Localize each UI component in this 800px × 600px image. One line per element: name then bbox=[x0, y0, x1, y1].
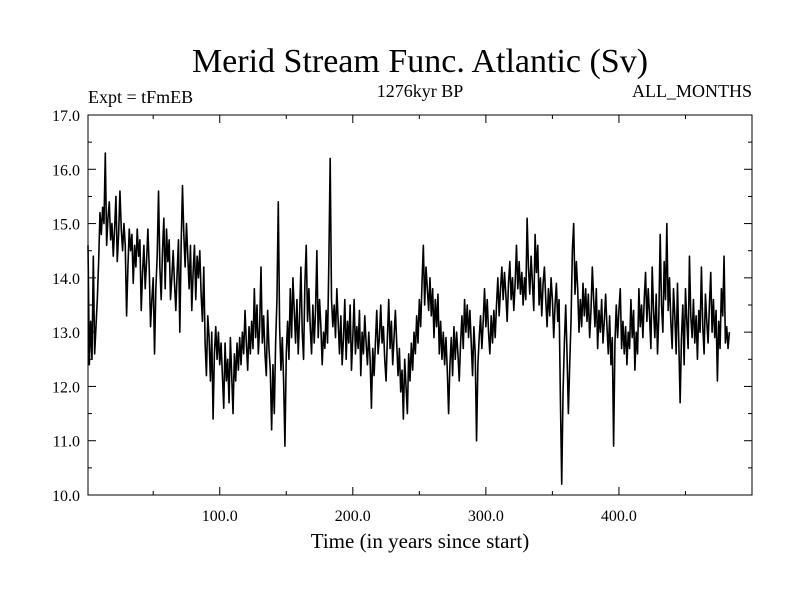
x-tick-label: 200.0 bbox=[335, 508, 371, 525]
chart-title: Merid Stream Func. Atlantic (Sv) bbox=[192, 43, 648, 80]
y-tick-label: 17.0 bbox=[52, 108, 80, 125]
y-tick-label: 13.0 bbox=[52, 325, 80, 342]
period-label: 1276kyr BP bbox=[377, 81, 464, 101]
y-tick-label: 12.0 bbox=[52, 379, 80, 396]
x-axis: 100.0 200.0 300.0 400.0 bbox=[152, 115, 686, 525]
y-tick-label: 15.0 bbox=[52, 217, 80, 234]
x-tick-label: 300.0 bbox=[468, 508, 504, 525]
x-tick-label: 100.0 bbox=[202, 508, 238, 525]
y-tick-label: 16.0 bbox=[52, 162, 80, 179]
y-tick-label: 10.0 bbox=[52, 488, 80, 505]
series-layer bbox=[87, 152, 731, 485]
y-tick-label: 14.0 bbox=[52, 271, 80, 288]
months-label: ALL_MONTHS bbox=[632, 81, 752, 101]
series-line bbox=[87, 152, 731, 485]
x-tick-label: 400.0 bbox=[601, 508, 637, 525]
x-axis-label: Time (in years since start) bbox=[311, 529, 530, 553]
y-tick-label: 11.0 bbox=[53, 434, 80, 451]
experiment-label: Expt = tFmEB bbox=[88, 87, 193, 107]
